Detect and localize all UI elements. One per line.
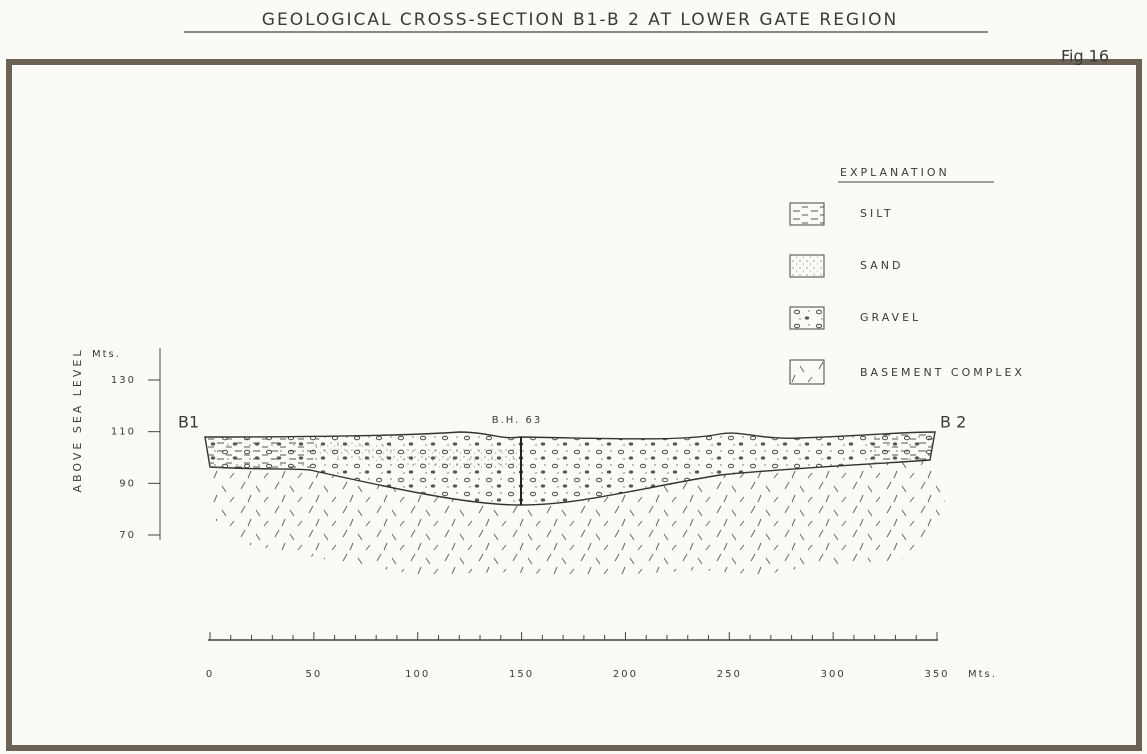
y-tick-label: 90: [119, 478, 136, 489]
x-tick-label: 100: [405, 669, 430, 680]
y-tick-label: 70: [119, 530, 136, 541]
x-tick-label: 300: [821, 669, 846, 680]
y-tick-label: 130: [111, 375, 136, 386]
x-axis-unit: Mts.: [968, 669, 997, 680]
basement-complex: [210, 460, 945, 576]
y-axis-label: ABOVE SEA LEVEL: [71, 348, 84, 493]
legend-label: GRAVEL: [860, 311, 921, 324]
x-tick-label: 50: [305, 669, 322, 680]
y-ticks: 130 110 90 70: [111, 375, 160, 541]
legend-label: SAND: [860, 259, 903, 272]
x-tick-label: 250: [717, 669, 742, 680]
legend-label: SILT: [860, 207, 894, 220]
legend-swatch: [789, 359, 825, 385]
x-ticks: 0 50 100 150 200 250 300 350: [206, 632, 949, 680]
figure-label: Fig 16: [1061, 47, 1109, 66]
x-tick-label: 200: [613, 669, 638, 680]
x-tick-label: 0: [206, 669, 214, 680]
y-axis-unit: Mts.: [92, 349, 121, 360]
frame: [6, 59, 1142, 751]
legend-title: EXPLANATION: [840, 166, 950, 179]
section-end: B 2: [940, 413, 966, 432]
silt-lens: [870, 432, 935, 464]
y-tick-label: 110: [111, 427, 136, 438]
section-start: B1: [178, 413, 199, 432]
silt-lens: [205, 437, 320, 470]
x-tick-label: 150: [509, 669, 534, 680]
legend-swatch: [789, 202, 825, 226]
legend-label: BASEMENT COMPLEX: [860, 366, 1025, 379]
borehole-label: B.H. 63: [492, 415, 542, 426]
sand-lens: [320, 440, 520, 470]
legend-swatch: [789, 306, 825, 330]
title: GEOLOGICAL CROSS-SECTION B1-B 2 AT LOWER…: [262, 10, 898, 30]
legend-swatch: [789, 254, 825, 278]
x-tick-label: 350: [924, 669, 949, 680]
